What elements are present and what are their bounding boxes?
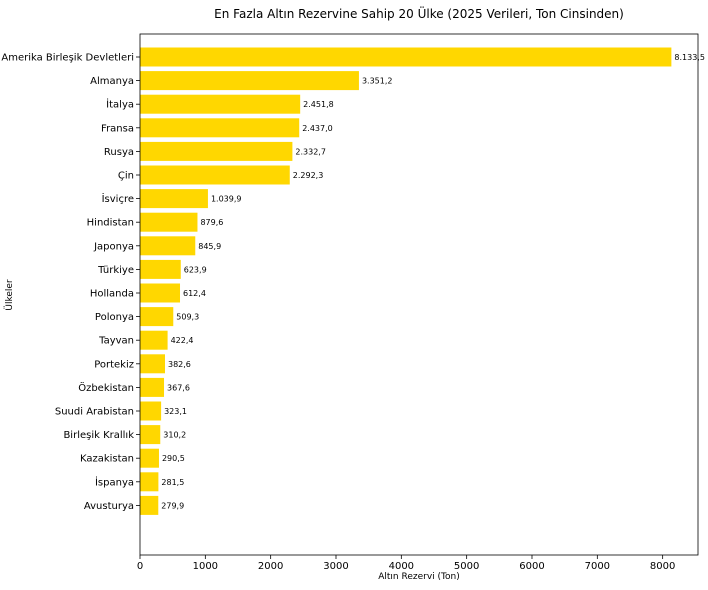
value-label: 509,3: [176, 313, 199, 322]
value-label: 281,5: [161, 478, 184, 487]
y-axis-label: Ülkeler: [4, 279, 15, 311]
category-label: Avusturya: [84, 501, 134, 512]
value-label: 8.133,5: [674, 53, 705, 62]
category-label: Suudi Arabistan: [55, 407, 134, 418]
category-label: Özbekistan: [78, 381, 134, 394]
bar: [140, 141, 293, 161]
bar: [140, 165, 290, 185]
value-label: 310,2: [163, 431, 186, 440]
x-tick-label: 2000: [258, 561, 283, 572]
value-label: 422,4: [171, 336, 194, 345]
bar: [140, 377, 165, 397]
category-label: Portekiz: [94, 359, 134, 370]
bar: [140, 212, 198, 232]
bar: [140, 425, 161, 445]
plot-frame: [139, 33, 699, 556]
bar: [140, 236, 196, 256]
bar: [140, 354, 165, 374]
value-label: 623,9: [184, 265, 207, 274]
value-label: 2.451,8: [303, 100, 334, 109]
value-label: 279,9: [161, 501, 184, 510]
value-label: 2.292,3: [293, 171, 324, 180]
x-tick-label: 8000: [650, 561, 675, 572]
value-label: 367,6: [167, 383, 190, 392]
bar: [140, 495, 159, 515]
category-labels: Amerika Birleşik Devletleri Almanya İtalya…: [1, 53, 140, 512]
category-label: Rusya: [104, 147, 134, 158]
chart-title: En Fazla Altın Rezervine Sahip 20 Ülke (…: [214, 5, 624, 21]
x-tick-label: 7000: [585, 561, 610, 572]
value-label: 3.351,2: [362, 77, 393, 86]
category-label: Hollanda: [90, 289, 134, 300]
bar: [140, 71, 359, 91]
x-tick-label: 6000: [519, 561, 544, 572]
bar: [140, 47, 672, 67]
bar: [140, 307, 174, 327]
category-label: Birleşik Krallık: [63, 430, 134, 441]
category-label: Amerika Birleşik Devletleri: [1, 53, 134, 64]
category-label: Kazakistan: [80, 454, 134, 465]
x-axis-label: Altın Rezervi (Ton): [378, 572, 460, 582]
category-label: İspanya: [95, 475, 134, 488]
value-label: 2.437,0: [302, 124, 333, 133]
x-tick-label: 3000: [323, 561, 348, 572]
bar: [140, 94, 301, 114]
category-label: Türkiye: [97, 265, 134, 276]
bar: [140, 401, 162, 421]
value-labels: 8.133,5 3.351,2 2.451,8 2.437,0 2.332,7 2.292…: [161, 53, 705, 510]
value-label: 323,1: [164, 407, 187, 416]
bar: [140, 472, 159, 492]
value-label: 612,4: [183, 289, 206, 298]
value-label: 2.332,7: [295, 147, 326, 156]
x-tick-label: 5000: [454, 561, 479, 572]
x-tick-label: 0: [137, 561, 143, 572]
category-label: Japonya: [93, 241, 134, 252]
bar: [140, 283, 181, 303]
category-label: Fransa: [101, 123, 134, 134]
category-label: İsviçre: [102, 192, 134, 205]
value-label: 290,5: [162, 454, 185, 463]
category-label: Hindistan: [87, 218, 134, 229]
category-label: Polonya: [95, 312, 134, 323]
x-tick-label: 1000: [193, 561, 218, 572]
value-label: 879,6: [200, 218, 223, 227]
category-label: Almanya: [90, 76, 134, 87]
value-label: 382,6: [168, 360, 191, 369]
category-label: Tayvan: [98, 336, 134, 347]
bar: [140, 330, 168, 350]
value-label: 1.039,9: [211, 195, 242, 204]
value-label: 845,9: [198, 242, 221, 251]
category-label: Çin: [118, 171, 134, 182]
bar: [140, 189, 208, 209]
bar: [140, 259, 181, 279]
bars-group: [140, 47, 672, 515]
category-label: İtalya: [106, 98, 134, 111]
bar: [140, 448, 159, 468]
x-ticks: 0 1000 2000 3000 4000 5000 6000 7000 8000: [137, 555, 675, 572]
bar: [140, 118, 300, 138]
x-tick-label: 4000: [389, 561, 414, 572]
